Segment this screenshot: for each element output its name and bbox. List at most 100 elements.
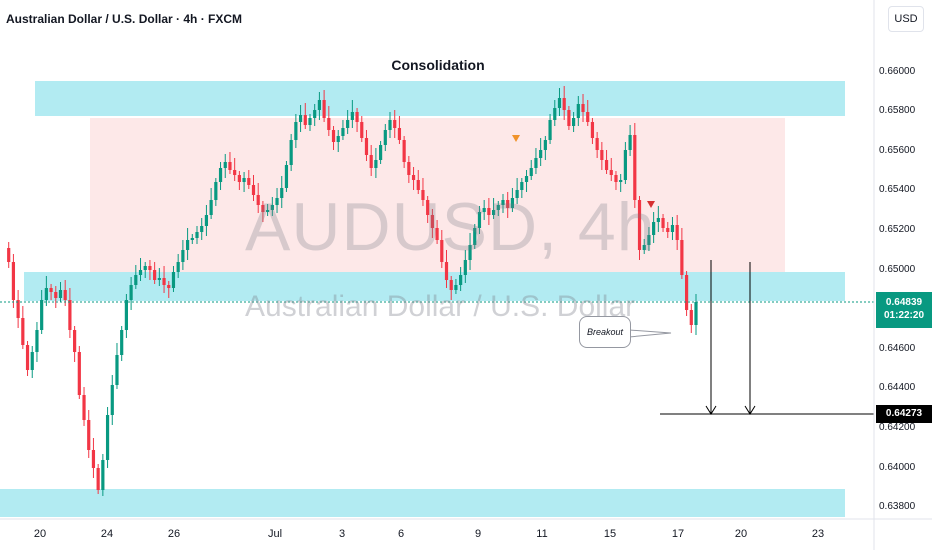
candle-up [289, 140, 293, 165]
candle-up [459, 275, 463, 285]
candle-up [496, 205, 500, 210]
price-tick-label: 0.65200 [879, 224, 916, 235]
resistance-zone [35, 81, 845, 116]
candle-down [407, 162, 411, 175]
date-tick-label: 20 [33, 528, 47, 540]
price-tick-label: 0.64400 [879, 382, 916, 393]
candle-up [298, 115, 303, 122]
candle-up [652, 222, 656, 235]
candle-down [360, 122, 364, 138]
candle-up [176, 262, 180, 272]
candle-down [506, 200, 510, 208]
arrow-1-head [705, 405, 717, 415]
candle-down [153, 270, 157, 280]
date-tick-label: 3 [338, 528, 346, 540]
candle-up [313, 110, 317, 118]
currency-button[interactable]: USD [888, 6, 924, 32]
candle-up [129, 285, 133, 300]
price-tick-label: 0.64600 [879, 343, 916, 354]
date-tick-label: 9 [474, 528, 482, 540]
candle-down [609, 170, 613, 175]
candle-up [124, 300, 128, 330]
candle-up [157, 278, 161, 280]
marker-orange-triangle [512, 135, 520, 142]
candle-up [218, 168, 223, 182]
candle-down [416, 180, 420, 190]
date-tick-label: 15 [603, 528, 617, 540]
candle-up [317, 100, 322, 110]
callout-pointer [628, 329, 672, 338]
price-tick-label: 0.64000 [879, 462, 916, 473]
candle-down [426, 200, 430, 215]
candle-down [689, 310, 693, 325]
candle-up [529, 168, 533, 176]
candle-down [600, 150, 604, 160]
candle-up [44, 288, 48, 300]
target-price-badge: 0.64273 [876, 405, 932, 423]
candle-up [181, 250, 185, 262]
candle-up [185, 240, 190, 250]
candle-down [586, 112, 590, 122]
candle-down [237, 175, 241, 182]
candle-up [491, 210, 496, 215]
candle-down [402, 140, 406, 162]
candle-up [110, 385, 114, 415]
price-tick-label: 0.66000 [879, 66, 916, 77]
candle-up [619, 180, 623, 182]
candle-up [200, 226, 204, 232]
candle-down [684, 275, 689, 310]
candle-up [501, 200, 505, 205]
candle-down [661, 218, 665, 228]
candle-down [369, 155, 373, 168]
candle-up [105, 415, 110, 460]
candle-up [308, 118, 312, 125]
candle-up [284, 165, 289, 188]
candle-down [327, 118, 331, 130]
date-tick-label: 24 [100, 528, 114, 540]
candle-up [576, 104, 580, 118]
candle-up [534, 158, 538, 168]
candle-down [162, 278, 166, 285]
candle-down [430, 215, 434, 228]
candle-down [637, 200, 642, 250]
candle-down [364, 138, 369, 155]
candle-down [49, 288, 53, 292]
candle-down [633, 135, 637, 200]
candle-up [378, 145, 383, 160]
candle-down [73, 330, 77, 352]
candle-up [30, 352, 34, 370]
candle-down [21, 318, 25, 345]
candle-down [595, 138, 599, 150]
candle-up [473, 228, 477, 245]
candle-up [270, 205, 274, 210]
candle-up [134, 275, 138, 285]
candle-down [680, 240, 684, 275]
candle-up [143, 266, 147, 270]
candle-up [190, 238, 194, 240]
candle-down [68, 300, 72, 330]
candle-down [96, 468, 100, 490]
marker-red-triangle [647, 201, 655, 208]
candle-down [303, 115, 307, 125]
candle-down [331, 130, 336, 142]
candle-up [642, 245, 646, 250]
candle-down [411, 175, 416, 180]
date-tick-label: 11 [536, 528, 548, 540]
candle-down [167, 285, 171, 288]
candle-up [515, 190, 519, 198]
lower-support-zone [0, 489, 845, 517]
candle-down [562, 98, 566, 110]
price-tick-label: 0.65000 [879, 264, 916, 275]
watermark-symbol: AUDUSD, 4h [245, 189, 656, 265]
candle-down [87, 420, 91, 450]
candle-up [477, 212, 482, 228]
candle-down [247, 178, 251, 185]
price-tick-label: 0.65400 [879, 184, 916, 195]
date-tick-label: Jul [267, 528, 283, 540]
candle-down [256, 195, 260, 205]
watermark-name: Australian Dollar / U.S. Dollar [245, 290, 636, 323]
candle-up [40, 300, 44, 330]
candle-down [487, 208, 491, 215]
date-tick-label: 6 [397, 528, 405, 540]
